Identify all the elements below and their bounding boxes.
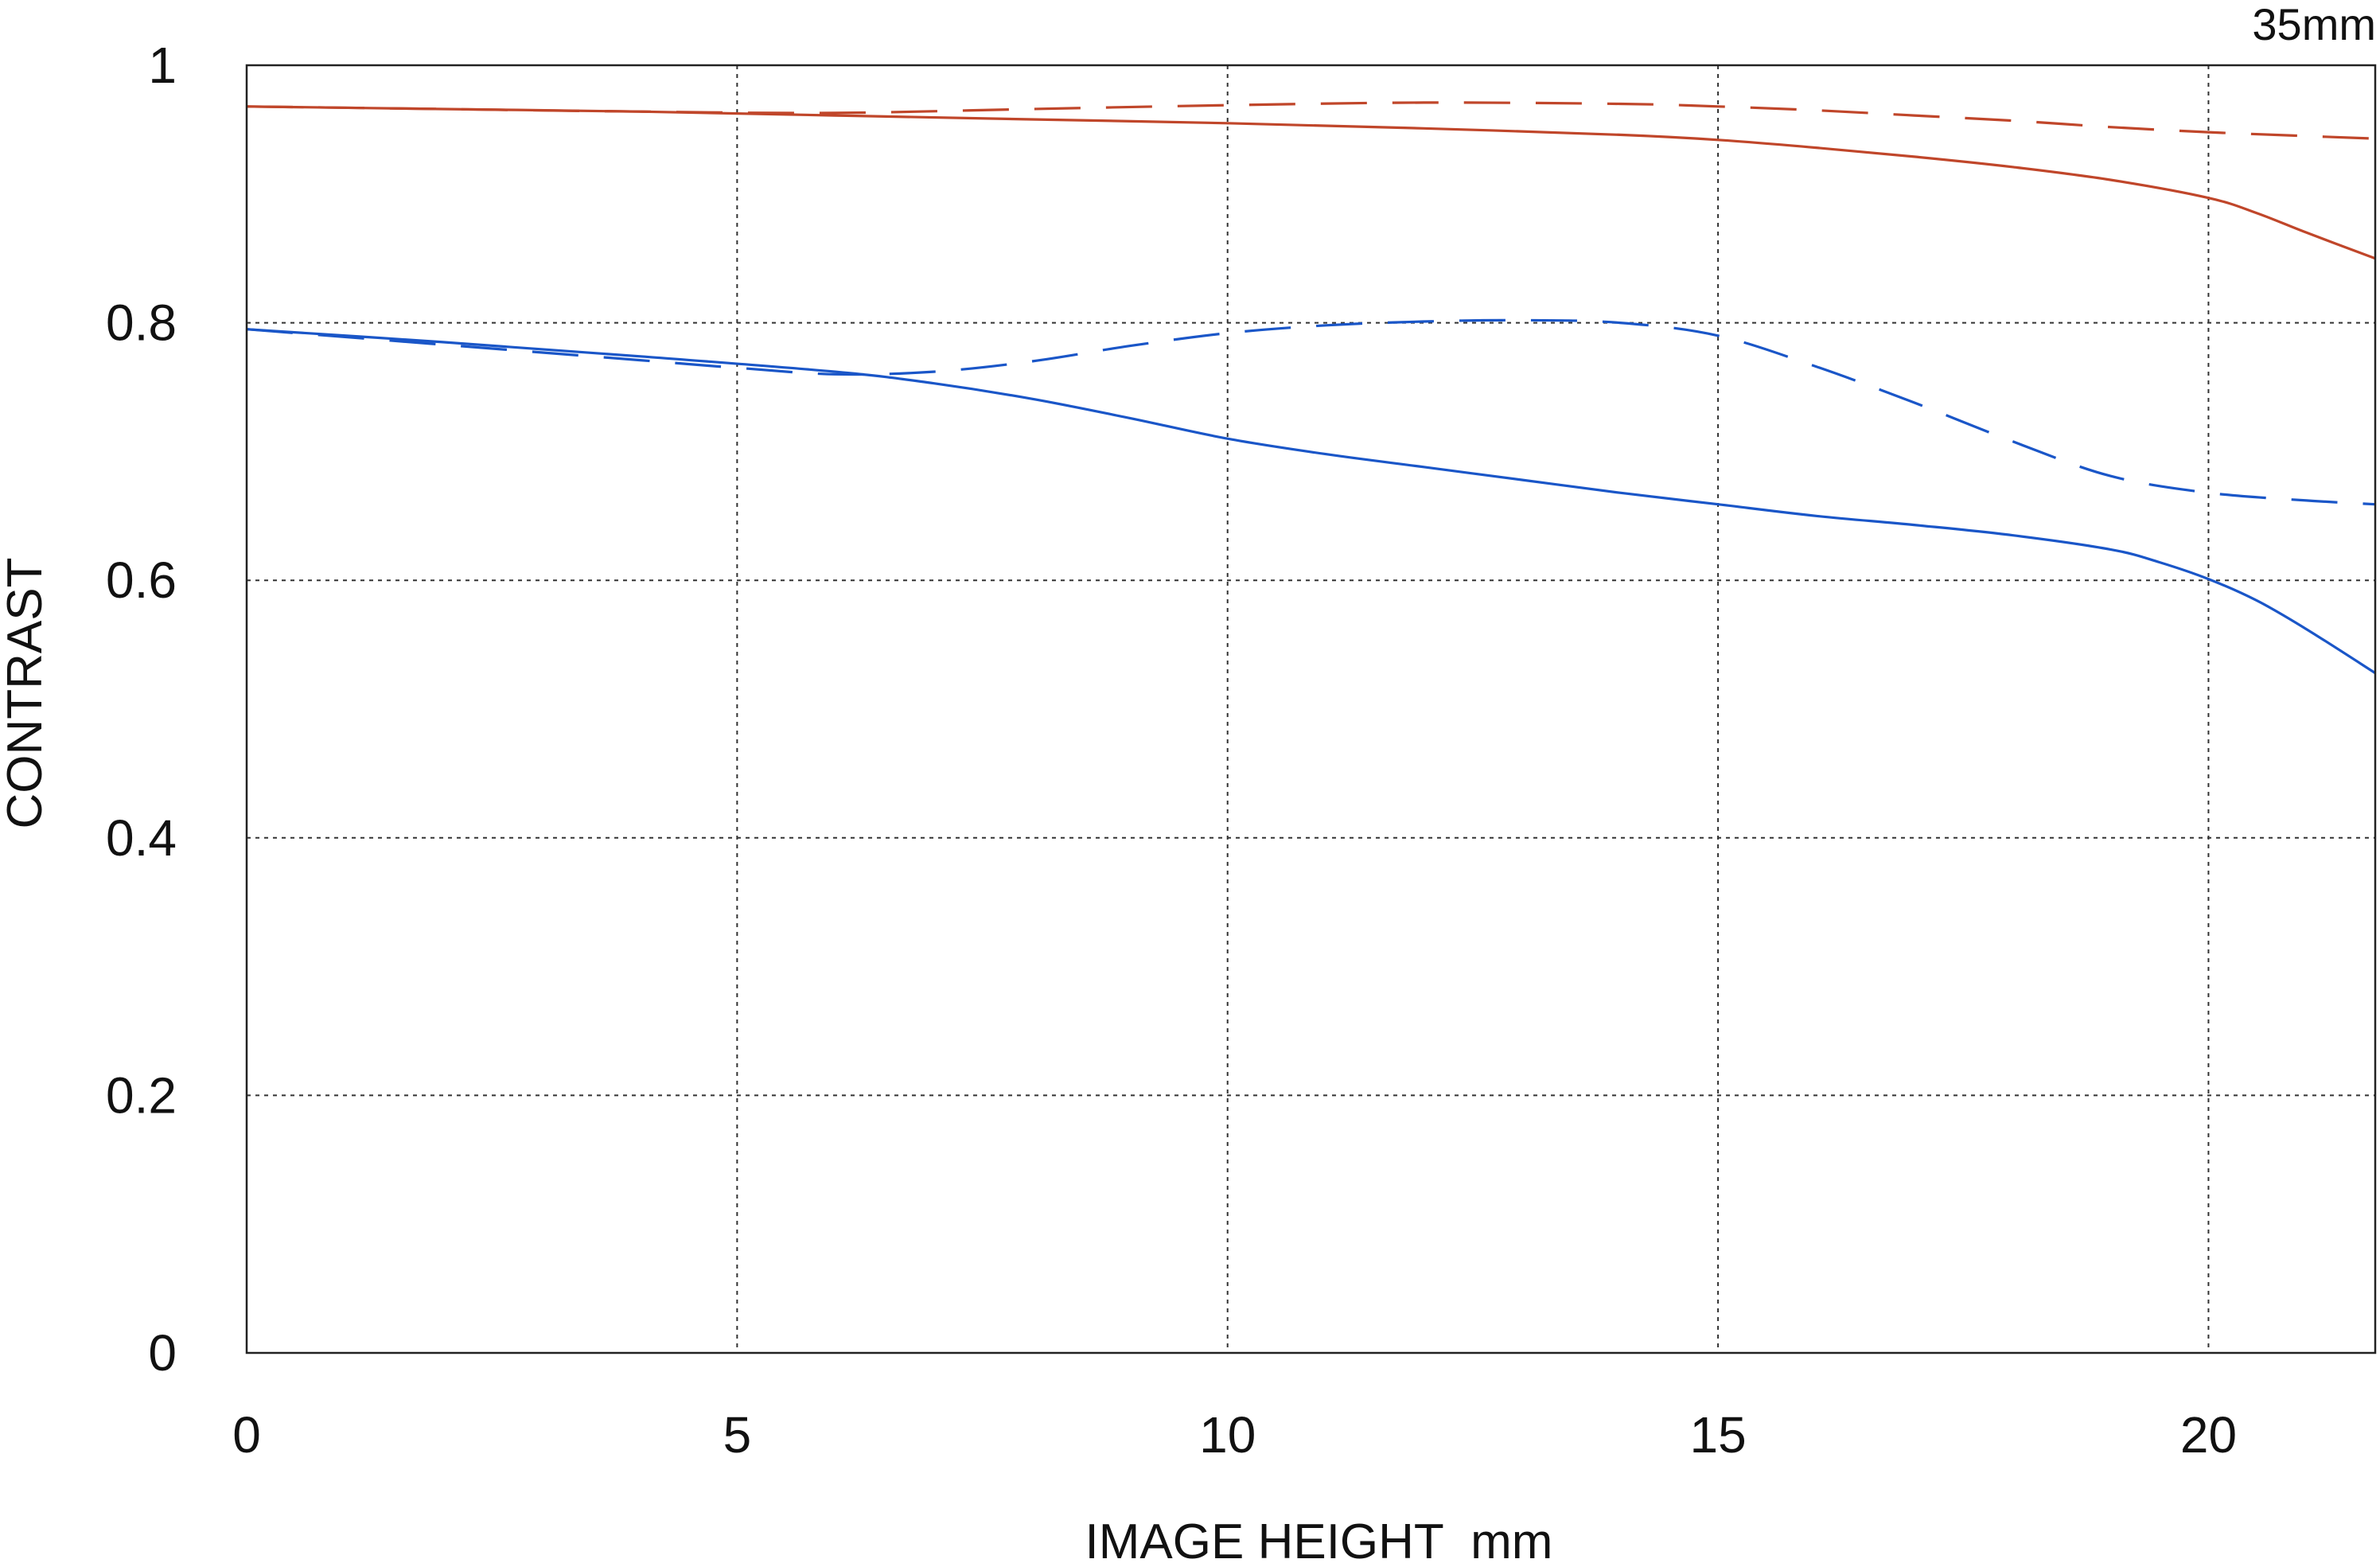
x-tick-label: 10 xyxy=(1199,1406,1256,1464)
x-tick-label: 0 xyxy=(232,1406,261,1464)
plot-area-frame xyxy=(245,64,2377,1354)
y-tick-label: 0.2 xyxy=(106,1066,177,1124)
chart-title: 35mm xyxy=(2252,0,2376,49)
x-tick-label: 20 xyxy=(2180,1406,2237,1464)
series-line-1-solid xyxy=(246,105,2376,260)
x-axis-label: IMAGE HEIGHT mm xyxy=(1085,1514,1553,1563)
series-line-2-dashed xyxy=(246,101,2376,140)
x-tick-label: 15 xyxy=(1689,1406,1746,1464)
y-axis-label: CONTRAST xyxy=(0,558,53,829)
y-tick-label: 0.6 xyxy=(106,552,177,609)
y-tick-label: 1 xyxy=(148,37,177,94)
series-line-4-dashed xyxy=(246,318,2376,506)
tick-labels: 0 5 10 15 20 0 0.2 0.4 0.6 0.8 1 xyxy=(106,37,2237,1464)
y-tick-label: 0.4 xyxy=(106,809,177,867)
x-tick-label: 5 xyxy=(723,1406,752,1464)
y-tick-label: 0 xyxy=(148,1324,177,1382)
series-line-3-solid xyxy=(246,328,2376,675)
grid xyxy=(247,65,2375,1353)
series-lines xyxy=(246,101,2376,675)
y-tick-label: 0.8 xyxy=(106,294,177,352)
